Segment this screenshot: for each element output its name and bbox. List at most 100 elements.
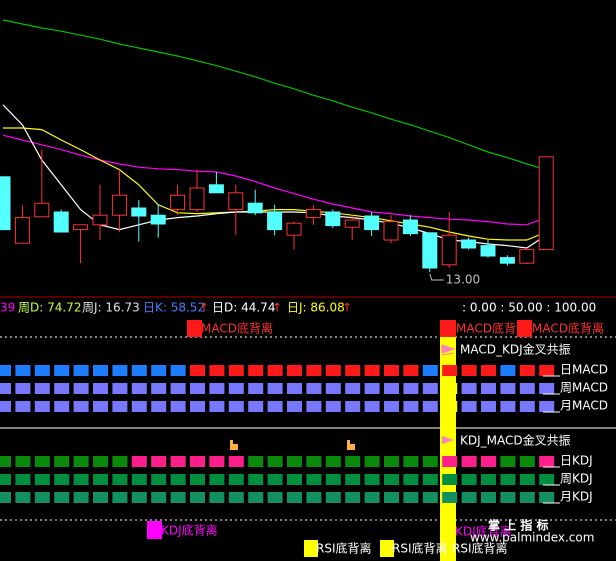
- state-cell: [131, 456, 147, 467]
- state-cell: [0, 365, 11, 376]
- candle-body: [208, 184, 224, 194]
- candle-body: [441, 234, 457, 266]
- candle-body: [247, 202, 263, 214]
- state-cell: [519, 383, 535, 394]
- signal-box: [147, 521, 162, 539]
- signal-label: MACD底背离: [532, 321, 604, 336]
- state-cell: [93, 401, 108, 412]
- state-cell: [209, 401, 225, 412]
- row-label: 日MACD: [560, 363, 608, 377]
- state-cell: [364, 492, 380, 503]
- header-value: 周J: 16.73: [82, 301, 140, 315]
- state-cell: [384, 401, 399, 412]
- state-cell: [15, 401, 31, 412]
- state-cell: [228, 365, 244, 376]
- state-cell: [131, 383, 147, 394]
- state-cell: [287, 492, 302, 503]
- state-cell: [384, 492, 399, 503]
- candle-body: [34, 202, 50, 218]
- state-cell: [73, 474, 89, 485]
- state-cell: [34, 383, 50, 394]
- state-cell: [384, 383, 399, 394]
- state-cell: [209, 365, 225, 376]
- candle-body: [14, 217, 30, 244]
- state-cell: [93, 383, 108, 394]
- state-cell: [500, 456, 516, 467]
- state-cell: [170, 401, 186, 412]
- state-cell: [54, 383, 70, 394]
- state-cell: [267, 401, 283, 412]
- annotation-arrow: [429, 273, 444, 281]
- cross-icon: [441, 344, 456, 356]
- cursor-icon: [347, 440, 355, 450]
- state-cell: [481, 401, 496, 412]
- state-cell: [93, 456, 108, 467]
- candle-body: [228, 192, 244, 211]
- state-cell: [151, 492, 167, 503]
- state-cell: [267, 365, 283, 376]
- state-cell: [112, 492, 128, 503]
- brand: 掌 上 指 标: [488, 518, 549, 533]
- state-cell: [170, 456, 186, 467]
- signal-label: KDJ_MACD金叉共振: [460, 433, 571, 448]
- state-cell: [519, 456, 535, 467]
- state-cell: [345, 383, 361, 394]
- state-cell: [519, 365, 535, 376]
- state-cell: [325, 365, 341, 376]
- candle-body: [461, 239, 477, 249]
- state-cell: [170, 383, 186, 394]
- candle-body: [499, 257, 515, 264]
- state-cell: [481, 456, 496, 467]
- state-cell: [190, 401, 205, 412]
- cross-icon: [442, 436, 454, 444]
- state-cell: [170, 365, 186, 376]
- candle-body: [53, 211, 69, 233]
- state-cell: [209, 492, 225, 503]
- row-label: 周KDJ: [560, 472, 593, 486]
- row-label: 日KDJ: [560, 454, 593, 468]
- state-cell: [306, 383, 322, 394]
- state-cell: [345, 401, 361, 412]
- state-cell: [112, 365, 128, 376]
- state-cell: [54, 492, 70, 503]
- state-cell: [228, 474, 244, 485]
- state-cell: [34, 365, 50, 376]
- state-cell: [539, 456, 555, 467]
- state-cell: [403, 401, 419, 412]
- state-cell: [539, 474, 555, 485]
- state-cell: [539, 365, 555, 376]
- state-cell: [34, 456, 50, 467]
- state-cell: [190, 383, 205, 394]
- state-cell: [461, 456, 477, 467]
- state-cell: [422, 492, 438, 503]
- state-cell: [0, 401, 11, 412]
- state-cell: [112, 401, 128, 412]
- state-cell: [481, 365, 496, 376]
- candle-body: [344, 219, 360, 228]
- state-cell: [519, 401, 535, 412]
- state-cell: [422, 456, 438, 467]
- state-cell: [422, 365, 438, 376]
- state-cell: [403, 456, 419, 467]
- header-value: 日J: 86.08: [287, 301, 345, 315]
- state-cell: [15, 365, 31, 376]
- candle-body: [305, 209, 321, 219]
- state-cell: [364, 456, 380, 467]
- state-cell: [190, 456, 205, 467]
- state-cell: [500, 492, 516, 503]
- state-cell: [93, 365, 108, 376]
- candle-body: [383, 221, 399, 241]
- state-cell: [34, 492, 50, 503]
- state-cell: [287, 456, 302, 467]
- state-cell: [461, 474, 477, 485]
- state-cell: [519, 492, 535, 503]
- candle-body: [131, 207, 147, 217]
- state-cell: [287, 474, 302, 485]
- header-arrow: ↑: [342, 301, 352, 315]
- header-value: 日K: 58.52: [143, 301, 205, 315]
- header-arrow: ↑: [272, 301, 282, 315]
- state-cell: [131, 492, 147, 503]
- state-cell: [500, 401, 516, 412]
- state-cell: [151, 401, 167, 412]
- state-cell: [190, 492, 205, 503]
